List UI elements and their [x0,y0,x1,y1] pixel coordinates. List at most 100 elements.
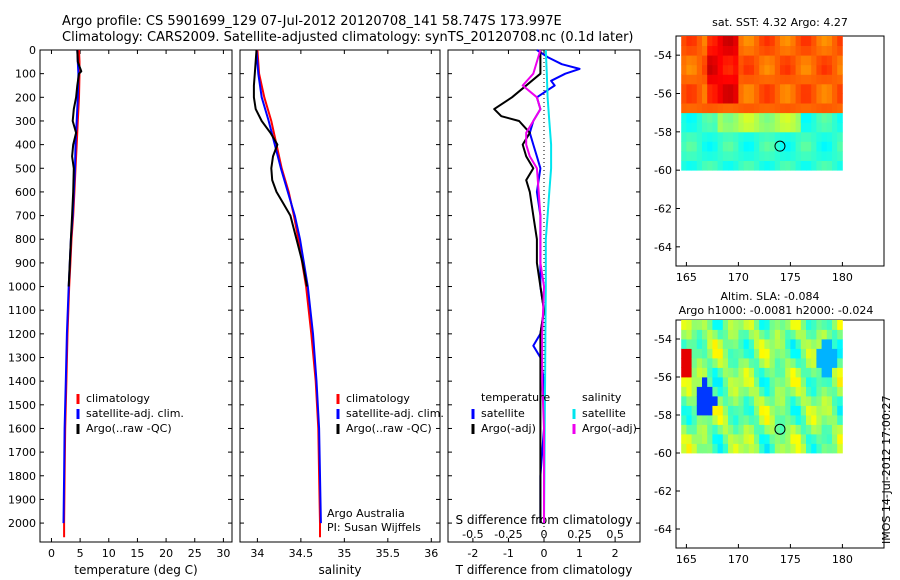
y-tick-label: -54 [654,333,672,346]
y-tick-label: -54 [654,49,672,62]
heatmap-cell [795,424,802,435]
x-tick-label: 34 [250,547,264,560]
heatmap-cell [780,415,786,425]
heatmap-cell [728,329,734,340]
heatmap-cell [743,36,750,46]
heatmap-cell [774,348,781,359]
heatmap-cell [821,358,828,368]
heatmap-cell [728,93,734,104]
heatmap-cell [759,131,765,142]
heatmap-cell [728,367,734,378]
heatmap-cell [795,367,802,378]
heatmap-cell [754,151,760,161]
heatmap-cell [790,141,796,152]
heatmap-cell [686,415,692,425]
heatmap-cell [733,434,739,444]
heatmap-cell [743,358,750,368]
x-tick-label: 35.5 [376,547,401,560]
heatmap-cell [832,36,838,46]
heatmap-cell [722,377,729,387]
heatmap-cell [811,405,817,416]
heatmap-cell [738,396,744,406]
heatmap-cell [702,396,708,406]
heatmap-cell [785,45,791,56]
heatmap-cell [790,329,796,340]
heatmap-cell [800,358,807,368]
heatmap-cell [759,112,765,123]
heatmap-cell [811,377,817,387]
heatmap-cell [764,36,770,46]
heatmap-cell [712,320,718,330]
heatmap-cell [707,93,713,104]
heatmap-cell [816,339,822,349]
heatmap-cell [748,367,755,378]
heatmap-cell [707,45,713,56]
heatmap-cell [811,55,817,66]
heatmap-cell [811,348,817,359]
heatmap-cell [764,151,770,161]
heatmap-cell [780,405,786,416]
heatmap-cell [702,112,708,123]
heatmap-cell [722,112,729,123]
heatmap-cell [811,141,817,152]
heatmap-cell [811,367,817,378]
heatmap-cell [738,141,744,152]
heatmap-cell [821,443,828,454]
heatmap-cell [800,434,807,444]
heatmap-cell [717,93,724,104]
heatmap-cell [837,367,843,378]
heatmap-cell [826,339,833,349]
heatmap-cell [769,367,776,378]
heatmap-cell [748,339,755,349]
y-tick-label: 600 [15,186,36,199]
x-tick-label: 165 [676,271,697,284]
heatmap-cell [785,329,791,340]
heatmap-cell [826,151,833,161]
heatmap-cell [837,64,843,75]
heatmap-cell [743,415,750,425]
heatmap-cell [707,386,713,397]
heatmap-cell [769,320,776,330]
heatmap-cell [702,377,708,387]
y-tick-label: -56 [654,371,672,384]
heatmap-cell [702,320,708,330]
heatmap-cell [795,141,802,152]
heatmap-cell [790,151,796,161]
heatmap-cell [785,74,791,85]
heatmap-cell [785,64,791,75]
heatmap-cell [707,396,713,406]
map-title: sat. SST: 4.32 Argo: 4.27 [712,16,848,29]
heatmap-cell [686,329,692,340]
heatmap-cell [800,348,807,359]
heatmap-cell [821,320,828,330]
heatmap-cell [785,151,791,161]
x-tick-label: 25 [188,547,202,560]
heatmap-cell [837,131,843,142]
heatmap-cell [826,36,833,46]
heatmap-cell [702,386,708,397]
heatmap-cell [806,396,812,406]
heatmap-cell [686,160,692,171]
heatmap-cell [707,103,713,114]
heatmap-cell [806,93,812,104]
heatmap-cell [816,151,822,161]
heatmap-cell [769,160,776,171]
heatmap-cell [728,160,734,171]
heatmap-cell [759,160,765,171]
heatmap-cell [738,64,744,75]
heatmap-cell [806,74,812,85]
x-tick-label: 180 [832,271,853,284]
map-title-line1: Altim. SLA: -0.084 [720,290,819,303]
heatmap-cell [696,160,703,171]
heatmap-cell [832,141,838,152]
heatmap-cell [774,339,781,349]
heatmap-cell [826,415,833,425]
heatmap-cell [696,358,703,368]
heatmap-cell [806,112,812,123]
heatmap-cell [748,443,755,454]
heatmap-cell [832,405,838,416]
heatmap-cell [717,103,724,114]
heatmap-cell [790,103,796,114]
heatmap-cell [681,329,687,340]
heatmap-cell [717,367,724,378]
